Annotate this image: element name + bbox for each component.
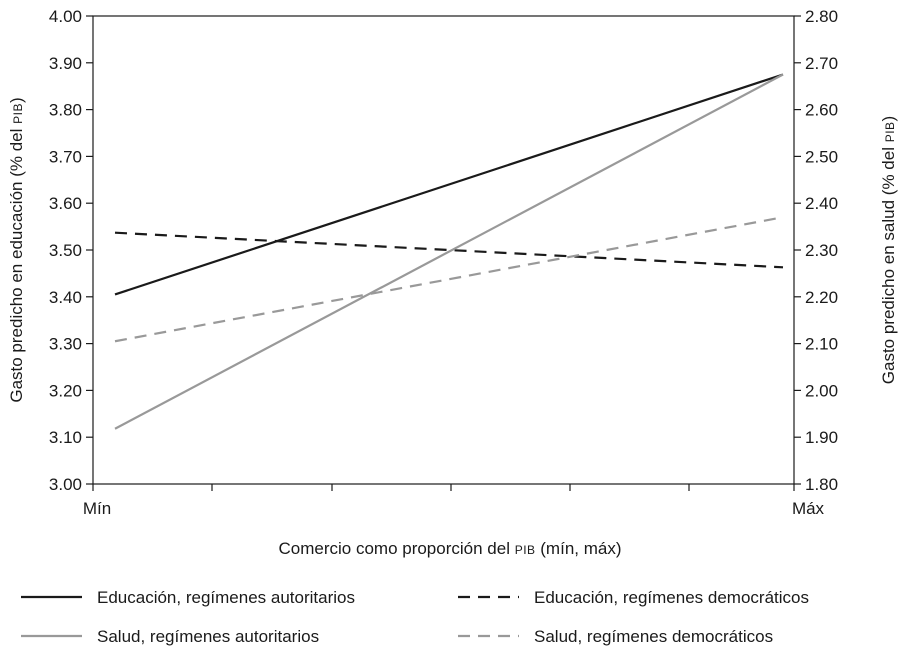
left-tick-label: 3.50	[49, 241, 82, 260]
left-tick-label: 3.00	[49, 475, 82, 494]
y-axis-right-title: Gasto predicho en salud (% del PIB)	[879, 116, 898, 384]
right-tick-label: 2.60	[805, 101, 838, 120]
series-line-3	[114, 73, 784, 430]
right-tick-label: 2.00	[805, 381, 838, 400]
legend-label-3: Salud, regímenes autoritarios	[97, 627, 319, 646]
right-tick-label: 1.90	[805, 428, 838, 447]
legend-label-1: Educación, regímenes autoritarios	[97, 588, 355, 607]
right-tick-label: 2.80	[805, 7, 838, 26]
series-line-4	[114, 216, 784, 343]
left-tick-label: 3.30	[49, 335, 82, 354]
y-axis-left-title: Gasto predicho en educación (% del PIB)	[7, 97, 26, 402]
left-tick-label: 3.40	[49, 288, 82, 307]
left-tick-label: 4.00	[49, 7, 82, 26]
left-tick-label: 3.90	[49, 54, 82, 73]
left-tick-label: 3.60	[49, 194, 82, 213]
series-line-2	[114, 231, 784, 269]
left-tick-label: 3.80	[49, 101, 82, 120]
right-tick-label: 2.20	[805, 288, 838, 307]
x-axis-title: Comercio como proporción del PIB (mín, m…	[278, 539, 621, 558]
x-tick-label: Mín	[83, 499, 111, 518]
right-tick-label: 2.50	[805, 147, 838, 166]
right-tick-label: 2.10	[805, 335, 838, 354]
x-tick-label: Máx	[792, 499, 825, 518]
right-tick-label: 1.80	[805, 475, 838, 494]
left-tick-label: 3.20	[49, 381, 82, 400]
right-tick-label: 2.30	[805, 241, 838, 260]
right-tick-label: 2.40	[805, 194, 838, 213]
legend-label-4: Salud, regímenes democráticos	[534, 627, 773, 646]
left-tick-label: 3.10	[49, 428, 82, 447]
left-tick-label: 3.70	[49, 147, 82, 166]
series-line-1	[114, 73, 784, 296]
legend-label-2: Educación, regímenes democráticos	[534, 588, 809, 607]
right-tick-label: 2.70	[805, 54, 838, 73]
